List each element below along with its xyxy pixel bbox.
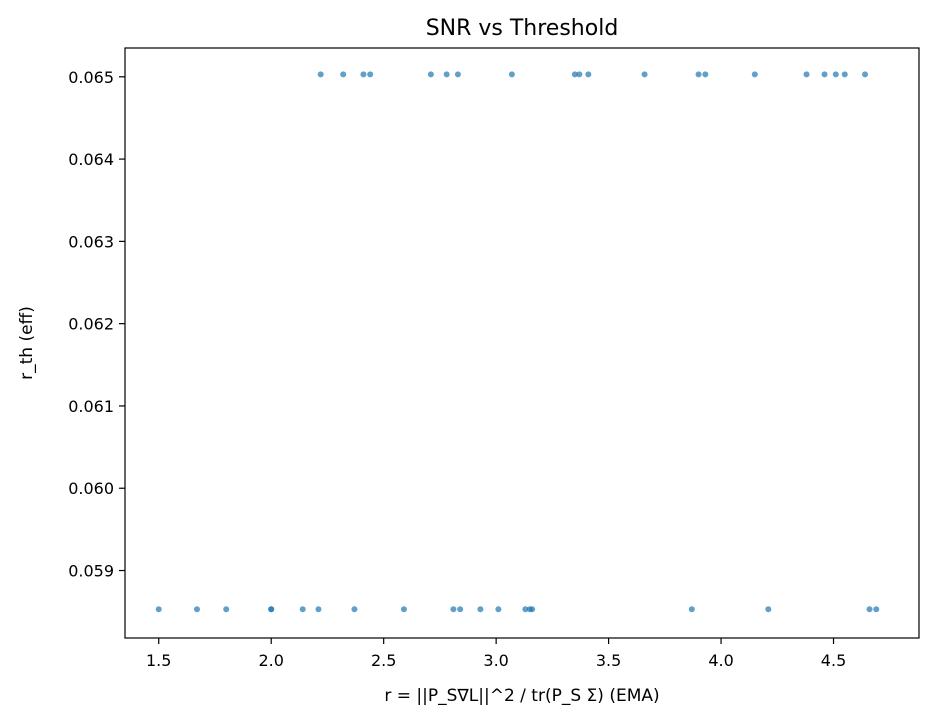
y-tick-label: 0.065 xyxy=(68,68,114,87)
data-point xyxy=(641,71,648,78)
data-point xyxy=(695,71,702,78)
data-point xyxy=(454,71,461,78)
y-tick-label: 0.059 xyxy=(68,562,114,581)
data-point xyxy=(351,606,358,613)
data-point xyxy=(317,71,324,78)
data-point xyxy=(688,606,695,613)
data-point xyxy=(862,71,869,78)
y-tick-label: 0.064 xyxy=(68,150,114,169)
x-axis: 1.5 2.0 2.5 3.0 3.5 4.0 4.5 xyxy=(146,638,846,670)
y-tick-label: 0.063 xyxy=(68,232,114,251)
x-tick-label: 3.5 xyxy=(596,651,621,670)
y-tick-label: 0.062 xyxy=(68,315,114,334)
data-point xyxy=(299,606,306,613)
data-point xyxy=(821,71,828,78)
data-point xyxy=(576,71,583,78)
data-point xyxy=(585,71,592,78)
data-point xyxy=(866,606,873,613)
data-point xyxy=(443,71,450,78)
x-tick-label: 1.5 xyxy=(146,651,171,670)
data-point xyxy=(223,606,230,613)
x-tick-label: 4.5 xyxy=(821,651,846,670)
y-axis-label: r_th (eff) xyxy=(17,306,37,380)
data-point xyxy=(529,606,536,613)
data-points xyxy=(155,71,880,613)
x-tick-label: 2.0 xyxy=(258,651,283,670)
y-tick-label: 0.060 xyxy=(68,479,114,498)
x-tick-label: 2.5 xyxy=(371,651,396,670)
data-point xyxy=(367,71,374,78)
data-point xyxy=(841,71,848,78)
data-point xyxy=(315,606,322,613)
y-tick-label: 0.061 xyxy=(68,397,114,416)
data-point xyxy=(360,71,367,78)
data-point xyxy=(340,71,347,78)
data-point xyxy=(765,606,772,613)
chart-title: SNR vs Threshold xyxy=(426,16,619,41)
data-point xyxy=(268,606,275,613)
data-point xyxy=(495,606,502,613)
data-point xyxy=(832,71,839,78)
plot-area-frame xyxy=(124,47,920,639)
data-point xyxy=(873,606,880,613)
data-point xyxy=(450,606,457,613)
data-point xyxy=(457,606,464,613)
data-point xyxy=(155,606,162,613)
x-tick-label: 3.0 xyxy=(483,651,508,670)
data-point xyxy=(751,71,758,78)
data-point xyxy=(193,606,200,613)
data-point xyxy=(571,71,578,78)
data-point xyxy=(803,71,810,78)
data-point xyxy=(477,606,484,613)
data-point xyxy=(427,71,434,78)
data-point xyxy=(508,71,515,78)
data-point xyxy=(522,606,529,613)
data-point xyxy=(400,606,407,613)
x-axis-label: r = ||P_S∇L||^2 / tr(P_S Σ) (EMA) xyxy=(384,686,659,706)
x-tick-label: 4.0 xyxy=(708,651,733,670)
data-point xyxy=(702,71,709,78)
y-axis: 0.059 0.060 0.061 0.062 0.063 0.064 0.065 xyxy=(68,68,125,581)
